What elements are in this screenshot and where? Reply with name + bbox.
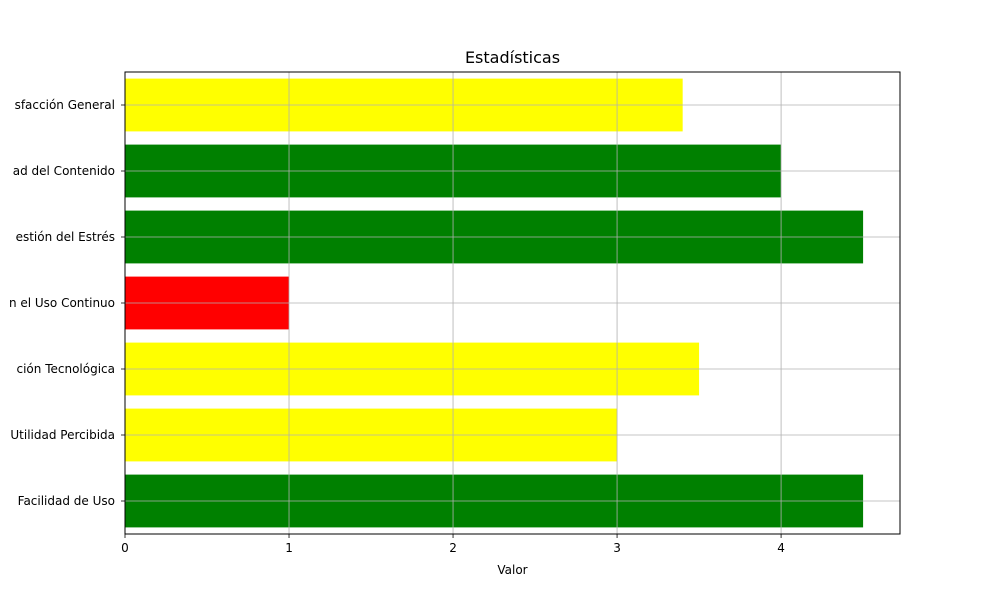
y-tick-label-0: Facilidad de Uso: [18, 494, 115, 508]
y-tick-label-3: n el Uso Continuo: [9, 296, 115, 310]
y-tick-label-5: ad del Contenido: [13, 164, 115, 178]
x-tick-label-0: 0: [121, 541, 129, 555]
x-tick-label-1: 1: [285, 541, 293, 555]
plot-frame: [124, 71, 901, 535]
y-tick-label-1: Utilidad Percibida: [10, 428, 115, 442]
y-tick-label-2: ción Tecnológica: [17, 362, 116, 376]
x-axis-ticks: 0 1 2 3 4: [121, 534, 785, 555]
x-axis-label: Valor: [497, 563, 527, 577]
y-tick-label-4: estión del Estrés: [16, 230, 115, 244]
y-tick-label-6: sfacción General: [15, 98, 115, 112]
x-tick-label-4: 4: [777, 541, 785, 555]
grid-layer: [124, 72, 900, 534]
y-axis-ticks: Facilidad de Uso Utilidad Percibida ción T…: [9, 98, 125, 508]
chart-title: Estadísticas: [465, 48, 560, 67]
x-tick-label-3: 3: [613, 541, 621, 555]
x-tick-label-2: 2: [449, 541, 457, 555]
